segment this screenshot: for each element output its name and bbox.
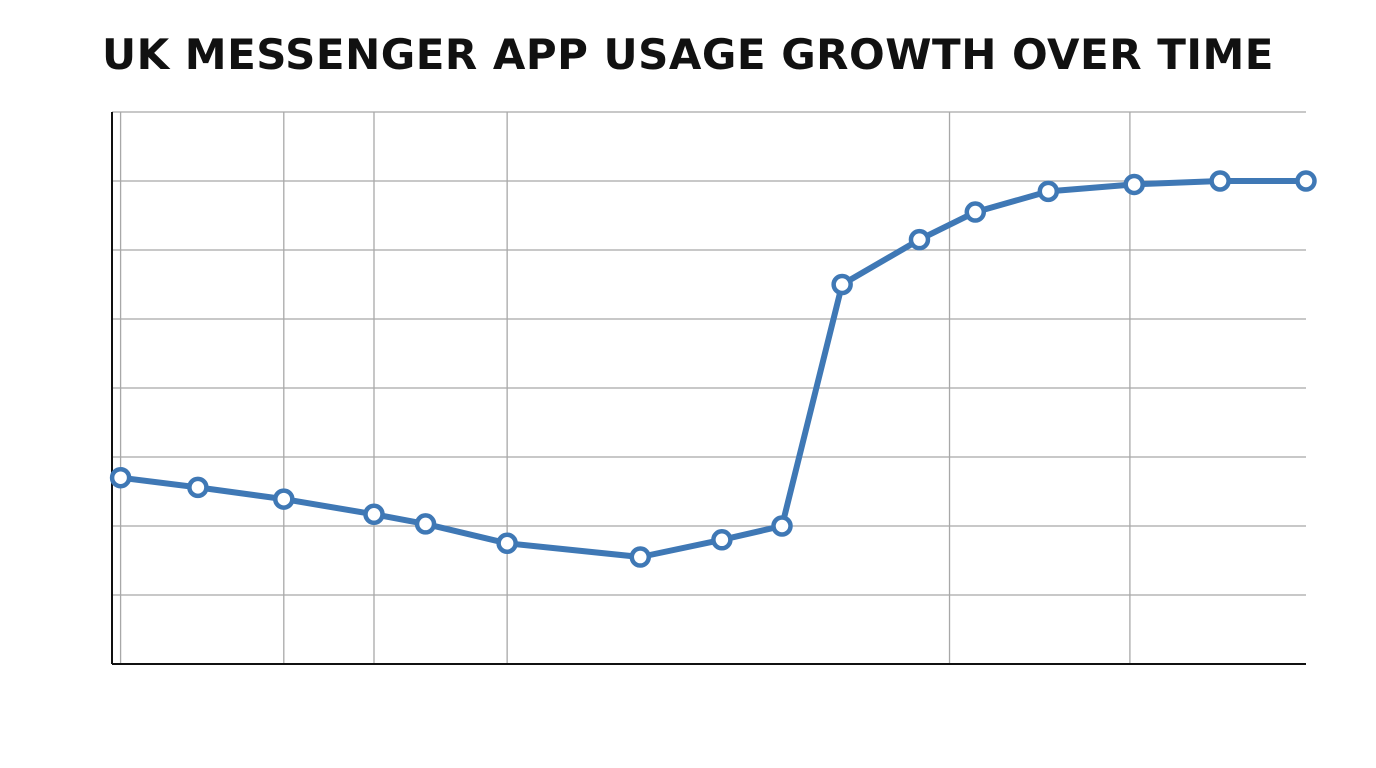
data-point — [771, 515, 793, 537]
data-point — [629, 546, 652, 568]
gridlines — [112, 111, 1306, 664]
data-point — [363, 503, 385, 526]
data-point — [1209, 170, 1231, 192]
data-point — [273, 488, 295, 510]
data-series — [109, 170, 1317, 568]
data-point — [964, 201, 987, 223]
data-point — [1037, 180, 1060, 203]
chart-title: UK MESSENGER APP USAGE GROWTH OVER TIME — [102, 30, 1274, 79]
data-point — [711, 529, 733, 551]
data-point — [414, 513, 437, 535]
data-point — [187, 476, 209, 499]
data-point — [831, 273, 853, 296]
data-point — [908, 228, 931, 251]
axes — [111, 112, 1306, 665]
data-point — [1295, 170, 1317, 192]
data-point — [496, 532, 518, 554]
data-point — [109, 466, 132, 489]
data-point — [1123, 173, 1145, 196]
series-line — [117, 178, 1309, 560]
